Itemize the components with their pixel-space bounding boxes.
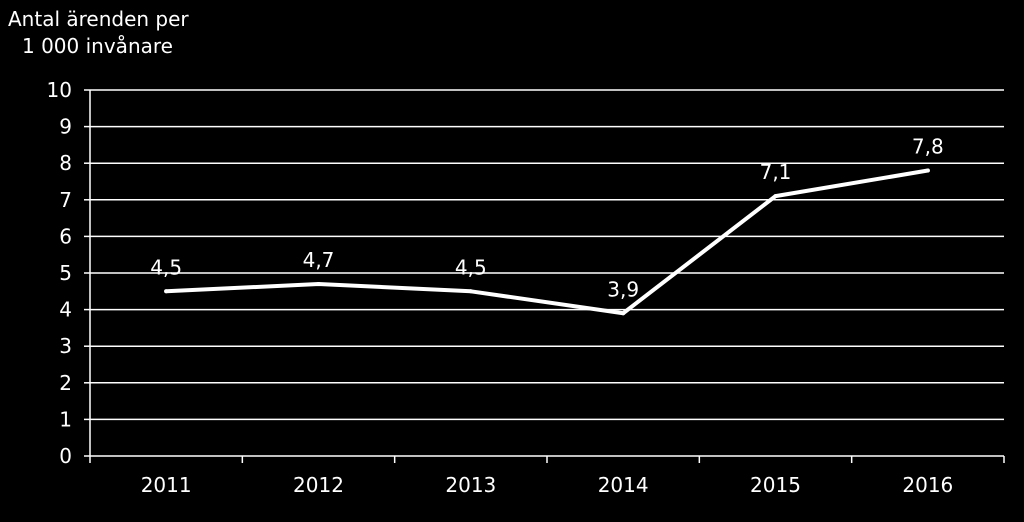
- y-tick-label-2: 2: [59, 371, 72, 395]
- gridlines: [90, 89, 1004, 421]
- axes: [84, 89, 1005, 463]
- series-line: [164, 168, 930, 316]
- x-tick-label-2012: 2012: [293, 473, 344, 497]
- data-label-2014: 3,9: [607, 277, 639, 301]
- y-tick-label-0: 0: [59, 444, 72, 468]
- y-tick-label-9: 9: [59, 115, 72, 139]
- data-point-2012: [316, 281, 321, 286]
- data-point-2014: [621, 311, 626, 316]
- y-tick-label-6: 6: [59, 224, 72, 248]
- data-label-2011: 4,5: [150, 255, 182, 279]
- labels: 0 1 2 3 4 5 6 7 8 9 10 2011 2012 2013 2014 2015 2016 4,5 4…: [47, 78, 954, 497]
- y-axis-title-line-2: 1 000 invånare: [22, 34, 173, 58]
- y-tick-label-1: 1: [59, 407, 72, 431]
- data-label-2013: 4,5: [455, 255, 487, 279]
- data-point-2016: [925, 168, 930, 173]
- y-tick-label-10: 10: [47, 78, 72, 102]
- x-tick-label-2014: 2014: [598, 473, 649, 497]
- x-tick-label-2015: 2015: [750, 473, 801, 497]
- data-label-2015: 7,1: [760, 160, 792, 184]
- y-tick-label-8: 8: [59, 151, 72, 175]
- x-tick-label-2013: 2013: [445, 473, 496, 497]
- y-axis-title-line-1: Antal ärenden per: [8, 7, 189, 31]
- series-layer: [164, 168, 930, 316]
- data-point-2013: [468, 289, 473, 294]
- x-tick-label-2016: 2016: [902, 473, 953, 497]
- data-label-2016: 7,8: [912, 135, 944, 159]
- x-tick-label-2011: 2011: [141, 473, 192, 497]
- data-point-2011: [164, 289, 169, 294]
- y-tick-label-7: 7: [59, 188, 72, 212]
- data-point-2015: [773, 194, 778, 199]
- y-tick-label-4: 4: [59, 298, 72, 322]
- y-tick-label-3: 3: [59, 334, 72, 358]
- y-tick-label-5: 5: [59, 261, 72, 285]
- data-label-2012: 4,7: [303, 248, 335, 272]
